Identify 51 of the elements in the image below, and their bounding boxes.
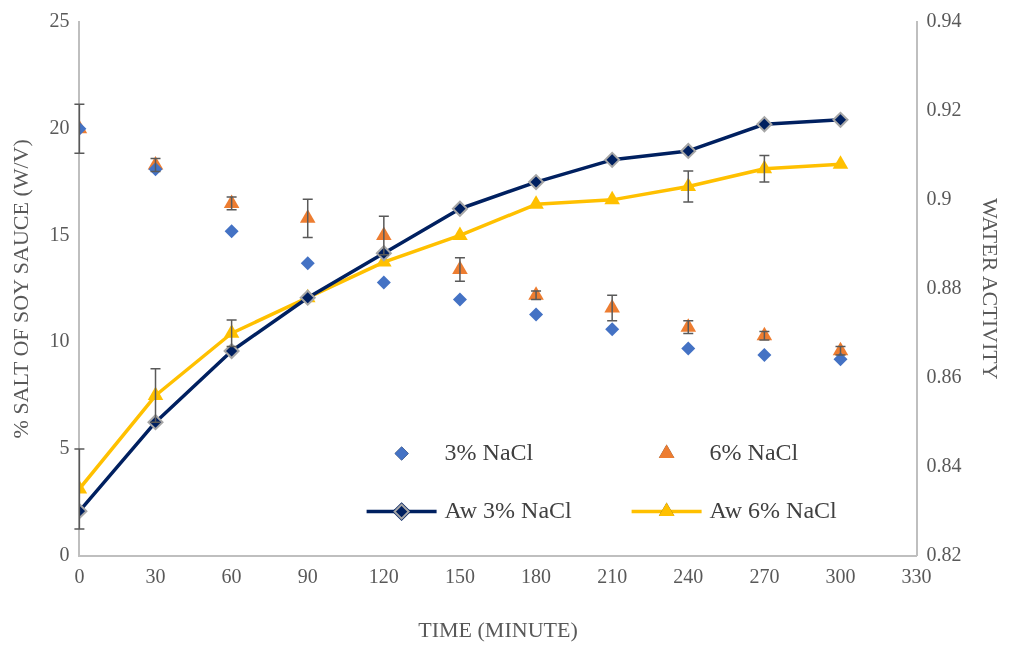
x-tick-label: 300 [825, 564, 856, 587]
x-tick-label: 180 [521, 564, 552, 587]
point [376, 275, 391, 290]
x-tick-label: 210 [597, 564, 628, 587]
point [528, 174, 545, 191]
point [300, 256, 315, 271]
point [605, 322, 620, 337]
point [604, 190, 620, 205]
x-tick-label: 270 [749, 564, 780, 587]
legend-label: Aw 3% NaCl [444, 496, 573, 523]
x-tick-label: 90 [297, 564, 318, 587]
point [681, 341, 696, 356]
y-tick-label: 5 [59, 436, 70, 459]
point [528, 195, 544, 209]
x-tick-label: 60 [221, 564, 242, 587]
x-tick-label: 30 [145, 564, 166, 587]
y-tick-label: 10 [49, 329, 70, 352]
point [757, 347, 772, 362]
point [680, 142, 697, 159]
point [529, 307, 544, 322]
point [223, 343, 240, 360]
y-tick-label: 25 [49, 9, 70, 32]
y2-tick-label: 0.84 [926, 453, 962, 476]
x-tick-label: 0 [74, 564, 85, 587]
legend-label: 6% NaCl [709, 438, 799, 465]
y2-tick-label: 0.94 [926, 9, 962, 32]
y2-tick-label: 0.86 [926, 364, 962, 387]
y-tick-label: 0 [59, 542, 70, 565]
point [756, 116, 773, 133]
y2-tick-label: 0.88 [926, 276, 962, 299]
y2-tick-label: 0.92 [926, 98, 962, 121]
x-tick-label: 120 [368, 564, 399, 587]
point [832, 111, 849, 128]
legend-label: Aw 6% NaCl [709, 496, 838, 523]
point [452, 226, 468, 240]
y-tick-label: 20 [49, 115, 70, 138]
point [224, 224, 239, 239]
y-axis-title: % SALT OF SOY SAUCE (W/V) [7, 139, 33, 439]
point [604, 151, 621, 168]
y2-tick-label: 0.82 [926, 542, 962, 565]
x-tick-label: 240 [673, 564, 704, 587]
point [452, 292, 467, 307]
x-tick-label: 150 [444, 564, 475, 587]
y2-axis-title: WATER ACTIVITY [978, 198, 1004, 380]
x-axis-title: TIME (MINUTE) [418, 616, 578, 642]
point [832, 155, 849, 169]
point [451, 200, 468, 217]
y2-tick-label: 0.9 [926, 187, 952, 210]
x-tick-label: 330 [901, 564, 932, 587]
legend-label: 3% NaCl [444, 438, 534, 465]
y-tick-label: 15 [49, 222, 70, 245]
